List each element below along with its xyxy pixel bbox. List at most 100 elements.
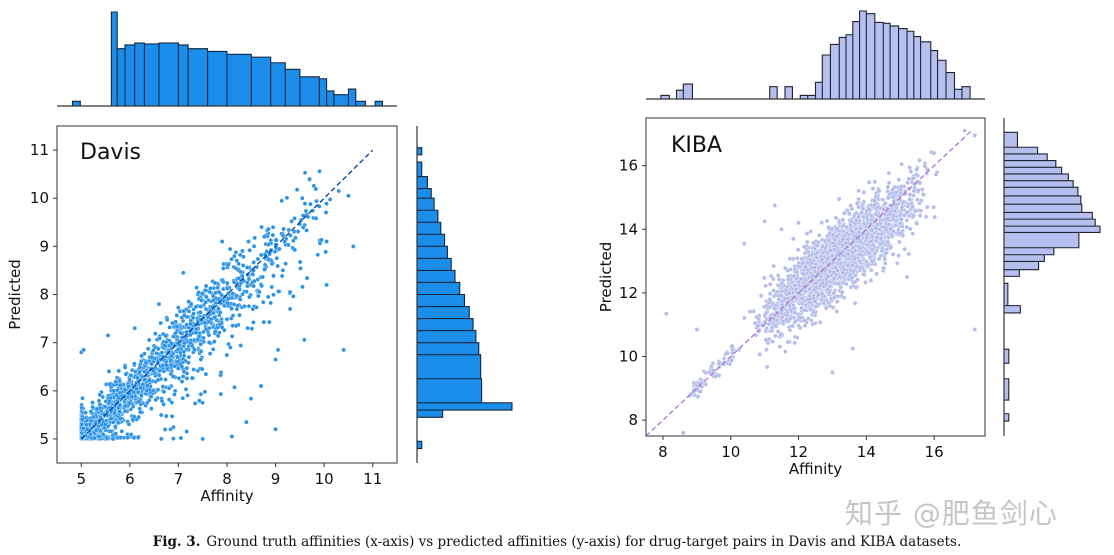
scatter-point [775, 273, 781, 278]
scatter-point [186, 299, 191, 304]
scatter-point [146, 337, 152, 343]
scatter-point [144, 388, 149, 394]
scatter-point [295, 229, 301, 234]
scatter-point [199, 298, 204, 303]
scatter-point [313, 216, 319, 221]
histogram-bar [375, 101, 383, 106]
scatter-point [161, 389, 167, 395]
histogram-bar [417, 210, 438, 223]
scatter-point [287, 306, 293, 312]
scatter-point [148, 394, 154, 399]
scatter-point [244, 289, 249, 294]
histogram-bar [859, 11, 867, 99]
scatter-point [168, 353, 174, 359]
scatter-point [191, 367, 196, 372]
scatter-point [894, 202, 899, 208]
scatter-point [125, 435, 130, 440]
histogram-bar [188, 48, 208, 106]
scatter-point [808, 318, 814, 323]
scatter-point [225, 262, 231, 268]
y-tick-label: 7 [39, 334, 49, 352]
y-tick-label: 10 [30, 189, 49, 207]
scatter-point [246, 239, 251, 244]
scatter-point [878, 253, 884, 259]
scatter-point [869, 217, 874, 223]
histogram-bar [117, 48, 125, 106]
scatter-point [84, 422, 89, 428]
scatter-point [834, 299, 840, 304]
scatter-point [230, 323, 235, 328]
y-axis-label: Predicted [597, 242, 615, 312]
histogram-bar [417, 402, 512, 411]
scatter-point [128, 372, 134, 378]
y-tick-label: 11 [30, 141, 49, 159]
scatter-point [885, 184, 891, 190]
scatter-point [804, 231, 810, 236]
scatter-point [92, 435, 97, 441]
scatter-point [752, 321, 758, 326]
scatter-point [198, 310, 203, 315]
scatter-point [775, 329, 781, 334]
scatter-point [341, 347, 346, 353]
scatter-point [880, 197, 886, 202]
scatter-point [154, 351, 159, 356]
scatter-point [911, 188, 917, 194]
scatter-point [81, 347, 86, 353]
scatter-point [323, 249, 328, 255]
scatter-point [201, 329, 206, 335]
scatter-point [317, 241, 323, 246]
scatter-point [787, 290, 792, 296]
scatter-point [852, 256, 857, 262]
scatter-point [911, 176, 916, 181]
scatter-point [204, 294, 209, 300]
scatter-point [234, 306, 240, 312]
histogram-bar [1004, 204, 1082, 213]
scatter-point [286, 242, 291, 248]
scatter-point [207, 289, 213, 295]
scatter-point [298, 266, 303, 271]
scatter-point [797, 325, 803, 331]
scatter-point [795, 256, 800, 261]
histogram-bar [417, 354, 481, 379]
scatter-point [139, 358, 144, 364]
histogram-bar [1004, 283, 1008, 306]
scatter-point [202, 288, 208, 293]
scatter-point [84, 418, 90, 423]
x-tick-label: 11 [363, 470, 382, 488]
scatter-point [261, 319, 267, 325]
scatter-point [713, 374, 718, 379]
scatter-point [213, 290, 218, 295]
scatter-point [244, 419, 249, 425]
scatter-point [837, 274, 842, 280]
scatter-point [237, 297, 243, 302]
scatter-point [805, 267, 811, 273]
scatter-point [237, 287, 242, 292]
scatter-point [242, 304, 247, 309]
scatter-point [80, 396, 85, 401]
scatter-point [273, 357, 278, 362]
scatter-point [887, 211, 893, 217]
scatter-point [137, 369, 142, 375]
scatter-point [274, 255, 280, 261]
histogram-bar [417, 282, 460, 295]
scatter-point [826, 237, 832, 243]
histogram-bar [815, 82, 823, 99]
scatter-point [200, 436, 205, 442]
scatter-point [268, 300, 273, 306]
scatter-point [184, 329, 189, 335]
scatter-point [276, 289, 281, 294]
scatter-point [822, 238, 828, 244]
scatter-point [305, 214, 311, 220]
scatter-point [300, 225, 306, 230]
scatter-point [142, 351, 147, 356]
scatter-point [755, 323, 761, 329]
scatter-point [808, 307, 814, 312]
histogram-bar [333, 94, 349, 106]
histogram-bar [417, 198, 435, 211]
scatter-point [779, 314, 785, 320]
scatter-point [872, 179, 878, 185]
scatter-point [291, 294, 296, 299]
scatter-point [866, 180, 872, 185]
scatter-point [711, 368, 716, 373]
scatter-point [218, 310, 223, 315]
